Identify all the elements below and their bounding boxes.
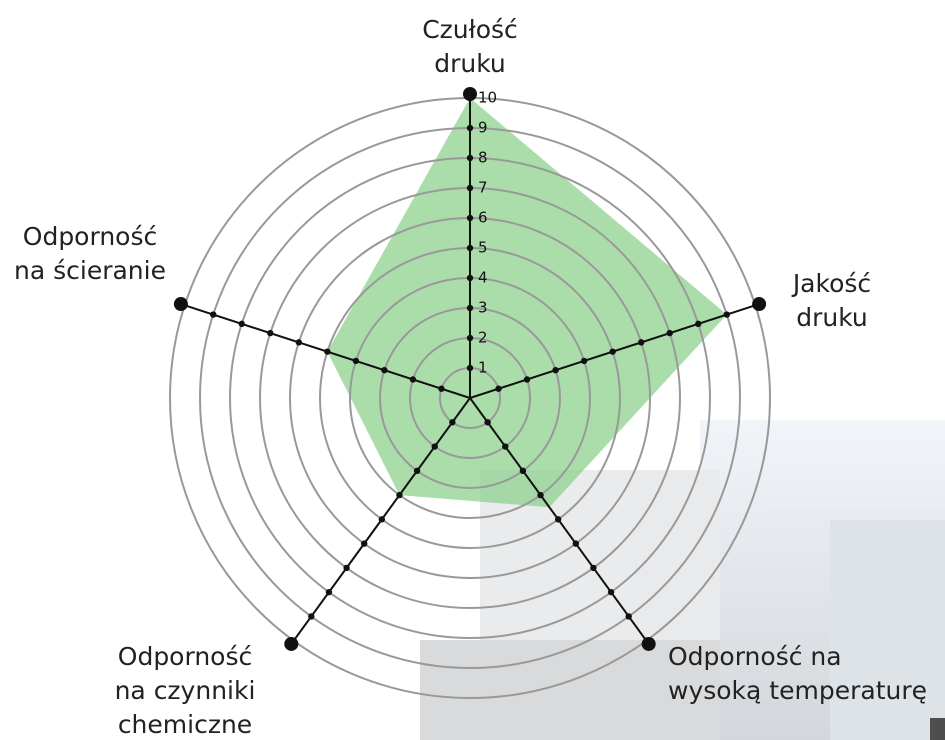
tick-dot: [467, 275, 473, 281]
category-label: Jakość druku: [791, 269, 871, 332]
tick-dot: [552, 367, 558, 373]
tick-dot: [467, 365, 473, 371]
category-label-line: Odporność: [23, 222, 157, 251]
tick-dot: [467, 215, 473, 221]
tick-dot: [608, 589, 614, 595]
tick-dot: [638, 339, 644, 345]
tick-dot: [484, 419, 490, 425]
category-label-line: druku: [434, 49, 506, 78]
tick-dot: [438, 386, 444, 392]
tick-dot: [502, 443, 508, 449]
r-tick-label: 10: [478, 89, 497, 107]
category-label: Odporność na czynniki chemiczne: [115, 642, 256, 739]
r-tick-label: 8: [478, 149, 488, 167]
tick-dot: [326, 589, 332, 595]
tick-dot: [432, 443, 438, 449]
tick-dot: [449, 419, 455, 425]
r-tick-label: 4: [478, 269, 488, 287]
tick-dot: [181, 302, 187, 308]
tick-dot: [520, 468, 526, 474]
tick-dot: [537, 492, 543, 498]
tick-dot: [752, 302, 758, 308]
category-label-line: na ścieranie: [14, 256, 166, 285]
tick-dot: [609, 348, 615, 354]
tick-dot: [467, 305, 473, 311]
tick-dot: [343, 565, 349, 571]
tick-dot: [410, 376, 416, 382]
r-tick-label: 1: [478, 359, 488, 377]
tick-dot: [381, 367, 387, 373]
tick-dot: [695, 321, 701, 327]
chart: 1 2 3 4 5 6 7 8 9 10 Czułość druku Jakość druku Odporn…: [0, 0, 945, 740]
tick-dot: [724, 311, 730, 317]
tick-dot: [524, 376, 530, 382]
category-label-line: Odporność na: [668, 642, 842, 671]
category-label-line: Czułość: [422, 15, 518, 44]
tick-dot: [290, 638, 296, 644]
tick-dot: [573, 540, 579, 546]
r-tick-label: 2: [478, 329, 488, 347]
tick-dot: [667, 330, 673, 336]
category-label-line: wysoką temperaturę: [668, 676, 927, 705]
tick-dot: [467, 245, 473, 251]
tick-dot: [379, 516, 385, 522]
category-label-line: na czynniki: [115, 676, 256, 705]
tick-dot: [414, 468, 420, 474]
category-label-line: druku: [796, 303, 868, 332]
tick-dot: [353, 358, 359, 364]
tick-dot: [467, 155, 473, 161]
category-label: Czułość druku: [422, 15, 518, 78]
r-tick-label: 7: [478, 179, 488, 197]
tick-dot: [495, 386, 501, 392]
r-tick-label: 5: [478, 239, 488, 257]
data-area: [327, 98, 726, 507]
category-label-line: Odporność: [118, 642, 252, 671]
category-label-line: Jakość: [791, 269, 871, 298]
tick-dot: [581, 358, 587, 364]
r-tick-label: 6: [478, 209, 488, 227]
tick-dot: [308, 613, 314, 619]
tick-dot: [555, 516, 561, 522]
r-tick-label: 3: [478, 299, 488, 317]
tick-dot: [467, 185, 473, 191]
category-label-line: chemiczne: [118, 710, 252, 739]
tick-dot: [396, 492, 402, 498]
category-label: Odporność na ścieranie: [14, 222, 166, 285]
tick-dot: [467, 95, 473, 101]
tick-dot: [361, 540, 367, 546]
tick-dot: [267, 330, 273, 336]
r-tick-label: 9: [478, 119, 488, 137]
tick-dot: [210, 311, 216, 317]
tick-dot: [324, 348, 330, 354]
tick-dot: [467, 335, 473, 341]
tick-dot: [590, 565, 596, 571]
tick-dot: [296, 339, 302, 345]
tick-dot: [239, 321, 245, 327]
tick-dot: [467, 125, 473, 131]
page: 1 2 3 4 5 6 7 8 9 10 Czułość druku Jakość druku Odporn…: [0, 0, 945, 740]
tick-dot: [643, 638, 649, 644]
tick-dot: [626, 613, 632, 619]
